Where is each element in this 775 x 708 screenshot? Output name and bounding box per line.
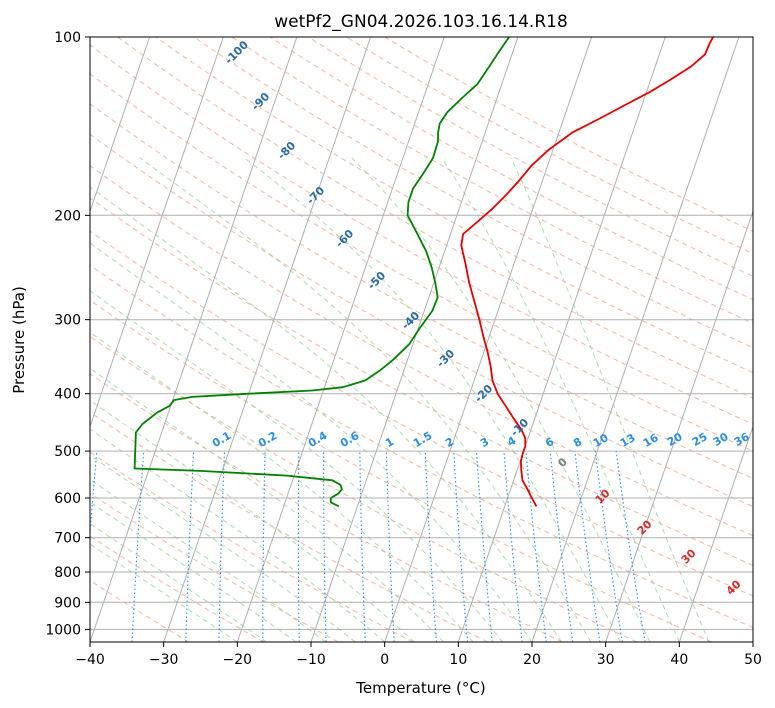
y-tick-label: 700: [54, 531, 81, 547]
mixing-ratio-line: [453, 451, 469, 642]
mixing-ratio-line: [549, 451, 574, 642]
data-series: [133, 37, 714, 508]
dry-adiabat: [90, 103, 753, 480]
isotherm: [457, 37, 666, 642]
dry-adiabat: [90, 264, 753, 629]
x-tick-label: 40: [670, 652, 688, 668]
x-tick-label: −10: [296, 652, 326, 668]
dry-adiabat: [90, 411, 488, 642]
x-tick-label: 50: [744, 652, 762, 668]
dry-adiabat: [90, 299, 712, 642]
y-tick-label: 200: [54, 208, 81, 224]
mixing-ratio-line: [594, 451, 623, 642]
mixing-ratio-line: [615, 451, 646, 642]
y-tick-label: 500: [54, 444, 81, 460]
dry-adiabat: [231, 37, 753, 324]
y-tick-label: 300: [54, 313, 81, 329]
y-tick-label: 400: [54, 387, 81, 403]
moist-adiabat: [510, 157, 710, 642]
temperature-line: [460, 37, 714, 507]
dry-adiabat: [90, 165, 753, 537]
dry-adiabat: [90, 335, 638, 642]
x-tick-label: 20: [523, 652, 541, 668]
y-tick-label: 600: [54, 491, 81, 507]
x-tick-label: 0: [380, 652, 389, 668]
x-tick-label: −40: [75, 652, 105, 668]
moist-adiabat: [90, 428, 386, 642]
isotherm: [605, 209, 753, 642]
isotherm: [90, 37, 224, 429]
isotherm: [90, 37, 151, 213]
dry-adiabat: [90, 44, 753, 425]
y-axis-label: Pressure (hPa): [10, 286, 28, 394]
chart-title: wetPf2_GN04.2026.103.16.14.R18: [274, 12, 568, 32]
dry-adiabat: [90, 133, 753, 508]
isotherm: [90, 37, 298, 642]
x-tick-label: −20: [223, 652, 253, 668]
background-lines: [90, 37, 753, 642]
dry-adiabat: [270, 37, 753, 301]
isotherm: [310, 37, 519, 642]
mixing-ratio-line: [475, 451, 493, 642]
dry-adiabat: [90, 230, 753, 597]
y-tick-label: 900: [54, 595, 81, 611]
plot-frame: [89, 36, 754, 643]
dry-adiabat: [90, 535, 264, 642]
isotherm: [678, 425, 753, 642]
dry-adiabat: [155, 37, 753, 374]
mixing-ratio-line: [90, 451, 98, 540]
moist-adiabat: [244, 157, 621, 642]
y-tick-label: 800: [54, 565, 81, 581]
x-axis-label: Temperature (°C): [355, 679, 485, 697]
x-tick-label: 30: [597, 652, 615, 668]
axes: −40 −30 −20 −10 0 10 20 30 40 50 100 200 300 400 500 60…: [45, 30, 762, 668]
isotherm: [163, 37, 372, 642]
x-tick-label: −30: [149, 652, 179, 668]
dewpoint-line: [133, 37, 510, 508]
x-tick-label: 10: [449, 652, 467, 668]
mixing-ratio-line: [574, 451, 601, 642]
moist-adiabat: [441, 157, 680, 642]
y-tick-label: 1000: [45, 622, 81, 638]
isotherm: [384, 37, 593, 642]
isotherm: [236, 37, 445, 642]
isotherm: [531, 37, 740, 642]
mixing-ratio-line: [503, 451, 523, 642]
y-tick-label: 100: [54, 30, 81, 46]
